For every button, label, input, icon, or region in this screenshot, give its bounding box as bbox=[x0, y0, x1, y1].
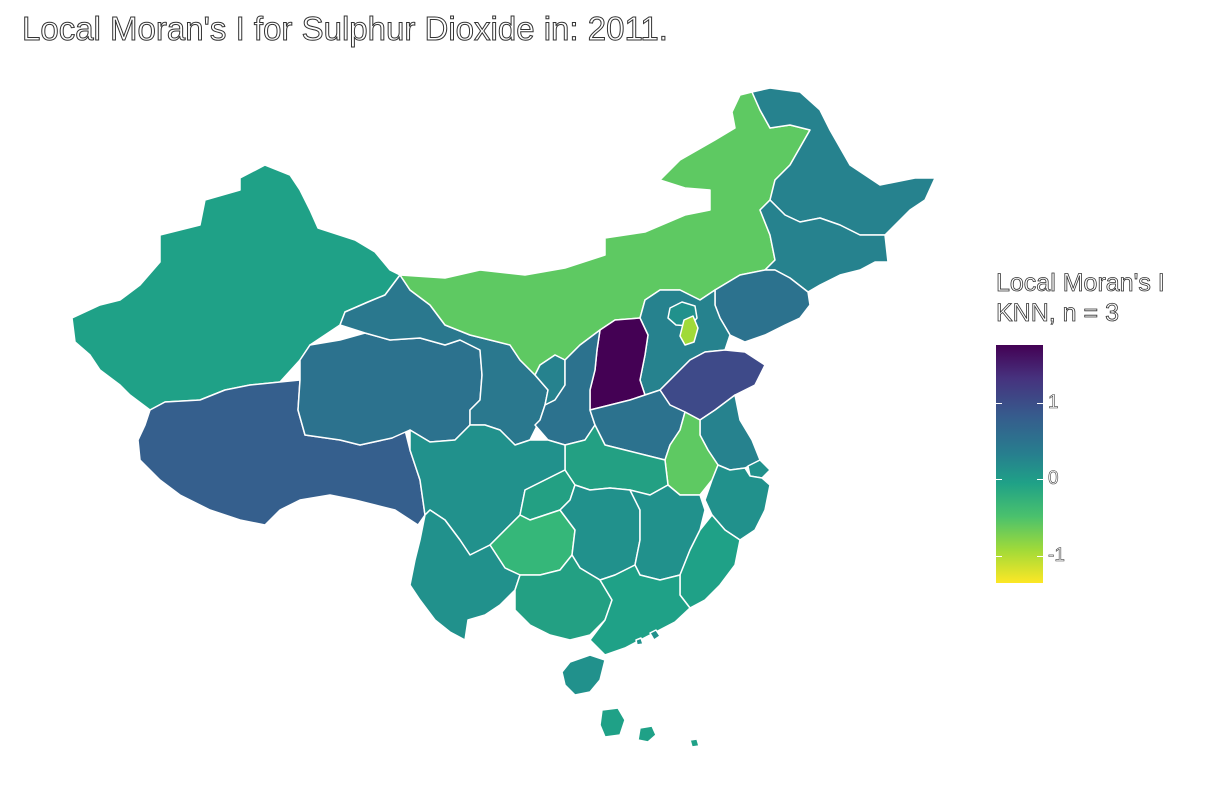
legend-tick-mark-left bbox=[996, 556, 1002, 558]
legend-colorbar bbox=[996, 345, 1043, 583]
legend-tick-label: 1 bbox=[1048, 391, 1059, 413]
legend-tick-mark-left bbox=[996, 402, 1002, 404]
legend-tick-mark-right bbox=[1037, 402, 1043, 404]
legend-tick-mark-right bbox=[1037, 479, 1043, 481]
legend-tick-mark-right bbox=[1037, 556, 1043, 558]
legend: Local Moran's I KNN, n = 3 1 0 -1 bbox=[996, 268, 1211, 583]
island-south-2 bbox=[689, 738, 700, 748]
region-macau bbox=[635, 637, 644, 646]
legend-title-line1: Local Moran's I bbox=[996, 269, 1166, 298]
region-hong-kong bbox=[649, 629, 661, 641]
region-taiwan bbox=[599, 707, 626, 738]
legend-tick-mark-left bbox=[996, 479, 1002, 481]
region-hainan bbox=[561, 654, 606, 696]
region-tibet bbox=[137, 379, 426, 526]
region-qinghai bbox=[297, 332, 483, 446]
legend-tick-label: 0 bbox=[1048, 468, 1059, 490]
region-yunnan bbox=[409, 509, 521, 641]
map-title: Local Moran's I for Sulphur Dioxide in: … bbox=[22, 10, 669, 48]
legend-title-line2: KNN, n = 3 bbox=[996, 299, 1120, 328]
island-south-1 bbox=[637, 725, 657, 743]
legend-tick-label: -1 bbox=[1048, 545, 1066, 567]
region-guangdong bbox=[589, 564, 691, 656]
region-tianjin bbox=[679, 315, 699, 346]
region-jilin bbox=[759, 199, 889, 293]
